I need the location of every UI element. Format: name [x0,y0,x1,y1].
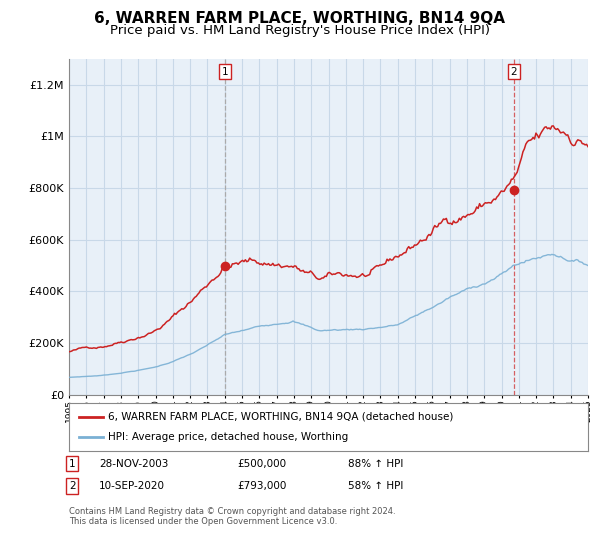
Text: 88% ↑ HPI: 88% ↑ HPI [348,459,403,469]
Text: 1: 1 [69,459,76,469]
Text: Contains HM Land Registry data © Crown copyright and database right 2024.
This d: Contains HM Land Registry data © Crown c… [69,507,395,526]
Text: £793,000: £793,000 [237,481,286,491]
Text: 2: 2 [69,481,76,491]
Text: 6, WARREN FARM PLACE, WORTHING, BN14 9QA: 6, WARREN FARM PLACE, WORTHING, BN14 9QA [95,11,505,26]
Text: 2: 2 [510,67,517,77]
Text: 28-NOV-2003: 28-NOV-2003 [99,459,169,469]
Text: 6, WARREN FARM PLACE, WORTHING, BN14 9QA (detached house): 6, WARREN FARM PLACE, WORTHING, BN14 9QA… [108,412,454,422]
Text: 10-SEP-2020: 10-SEP-2020 [99,481,165,491]
Text: Price paid vs. HM Land Registry's House Price Index (HPI): Price paid vs. HM Land Registry's House … [110,24,490,36]
Text: HPI: Average price, detached house, Worthing: HPI: Average price, detached house, Wort… [108,432,348,442]
Text: £500,000: £500,000 [237,459,286,469]
Text: 1: 1 [221,67,228,77]
Text: 58% ↑ HPI: 58% ↑ HPI [348,481,403,491]
